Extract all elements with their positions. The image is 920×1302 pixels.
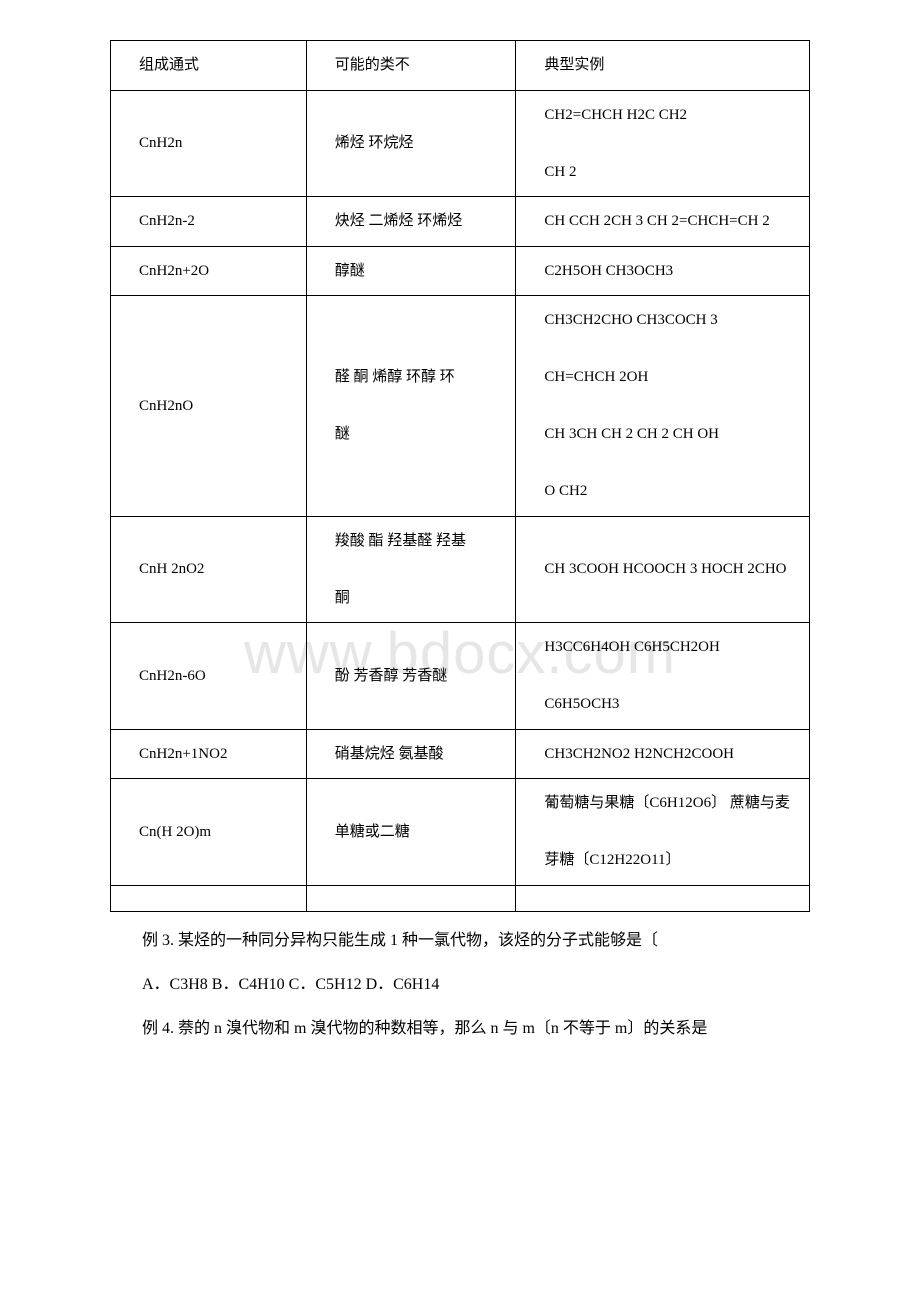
table-empty-row [111,885,810,911]
cell-examples: CH 3COOH HCOOCH 3 HOCH 2CHO [516,516,810,623]
cell-formula: Cn(H 2O)m [111,779,307,886]
cell-types: 单糖或二糖 [306,779,516,886]
cell-formula: CnH2n+2O [111,246,307,296]
header-formula: 组成通式 [111,41,307,91]
cell-types: 烯烃 环烷烃 [306,90,516,197]
cell-examples: 葡萄糖与果糖〔C6H12O6〕 蔗糖与麦 芽糖〔C12H22O11〕 [516,779,810,886]
cell-formula: CnH2n-2 [111,197,307,247]
table-row: Cn(H 2O)m 单糖或二糖 葡萄糖与果糖〔C6H12O6〕 蔗糖与麦 芽糖〔… [111,779,810,886]
cell-types: 炔烃 二烯烃 环烯烃 [306,197,516,247]
table-row: CnH2nO 醛 酮 烯醇 环醇 环 醚 CH3CH2CHO CH3COCH 3… [111,296,810,517]
cell-formula: CnH2n [111,90,307,197]
cell-examples: CH3CH2NO2 H2NCH2COOH [516,729,810,779]
cell-types: 醛 酮 烯醇 环醇 环 醚 [306,296,516,517]
cell-formula: CnH 2nO2 [111,516,307,623]
table-row: CnH2n-6O 酚 芳香醇 芳香醚 H3CC6H4OH C6H5CH2OH C… [111,623,810,730]
table-row: CnH2n 烯烃 环烷烃 CH2=CHCH H2C CH2 CH 2 [111,90,810,197]
cell-types: 硝基烷烃 氨基酸 [306,729,516,779]
table-row: CnH 2nO2 羧酸 酯 羟基醛 羟基 酮 CH 3COOH HCOOCH 3… [111,516,810,623]
formula-table: 组成通式 可能的类不 典型实例 CnH2n 烯烃 环烷烃 CH2=CHCH H2… [110,40,810,912]
header-types: 可能的类不 [306,41,516,91]
cell-types: 羧酸 酯 羟基醛 羟基 酮 [306,516,516,623]
cell-examples: CH CCH 2CH 3 CH 2=CHCH=CH 2 [516,197,810,247]
cell-formula: CnH2n+1NO2 [111,729,307,779]
table-row: CnH2n+1NO2 硝基烷烃 氨基酸 CH3CH2NO2 H2NCH2COOH [111,729,810,779]
example-3-text: 例 3. 某烃的一种同分异构只能生成 1 种一氯代物，该烃的分子式能够是〔 [110,926,810,956]
cell-types: 酚 芳香醇 芳香醚 [306,623,516,730]
table-row: CnH2n-2 炔烃 二烯烃 环烯烃 CH CCH 2CH 3 CH 2=CHC… [111,197,810,247]
cell-examples: H3CC6H4OH C6H5CH2OH C6H5OCH3 [516,623,810,730]
table-header-row: 组成通式 可能的类不 典型实例 [111,41,810,91]
empty-cell [516,885,810,911]
empty-cell [111,885,307,911]
cell-examples: C2H5OH CH3OCH3 [516,246,810,296]
cell-examples: CH2=CHCH H2C CH2 CH 2 [516,90,810,197]
empty-cell [306,885,516,911]
example-4-text: 例 4. 萘的 n 溴代物和 m 溴代物的种数相等，那么 n 与 m〔n 不等于… [110,1014,810,1044]
cell-examples: CH3CH2CHO CH3COCH 3 CH=CHCH 2OH CH 3CH C… [516,296,810,517]
cell-formula: CnH2n-6O [111,623,307,730]
example-3-options: A．C3H8 B．C4H10 C．C5H12 D．C6H14 [110,970,810,1000]
header-examples: 典型实例 [516,41,810,91]
table-row: CnH2n+2O 醇醚 C2H5OH CH3OCH3 [111,246,810,296]
document-content: 组成通式 可能的类不 典型实例 CnH2n 烯烃 环烷烃 CH2=CHCH H2… [110,40,810,1045]
cell-formula: CnH2nO [111,296,307,517]
cell-types: 醇醚 [306,246,516,296]
